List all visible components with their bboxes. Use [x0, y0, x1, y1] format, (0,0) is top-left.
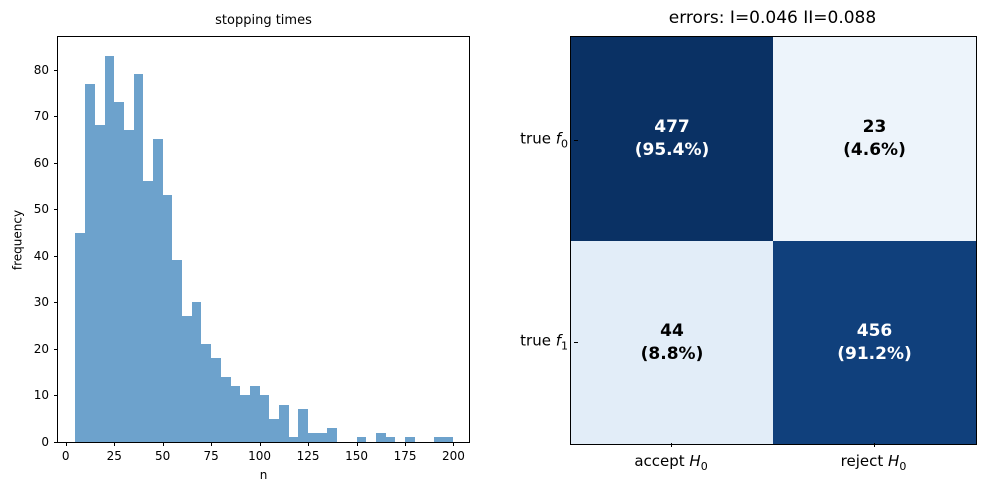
- cell-count: 456: [856, 320, 893, 341]
- x-axis-tick-label: 150: [345, 449, 368, 463]
- histogram-bar: [220, 376, 231, 442]
- y-axis-tick-label: 70: [33, 109, 49, 124]
- histogram-bar: [133, 74, 144, 442]
- x-axis-tick-mark: [162, 442, 164, 446]
- histogram-plot-area: 0 25 50 75 100 125 150 175 200 0 10 20 30 40 50 60 70 80: [34, 36, 470, 463]
- x-axis-tick-mark: [114, 442, 116, 446]
- histogram-bar: [385, 437, 396, 442]
- x-axis-tick-mark: [259, 442, 261, 446]
- histogram-bar: [249, 386, 260, 442]
- x-axis-tick-mark: [65, 442, 67, 446]
- histogram-bar: [317, 432, 328, 442]
- matrix-col-tick-mark: [671, 443, 672, 447]
- histogram-bar: [143, 181, 153, 442]
- histogram-bar: [269, 418, 279, 442]
- y-axis-tick-label: 30: [33, 295, 49, 310]
- x-axis-tick-mark: [405, 442, 407, 446]
- histogram-bar: [279, 404, 289, 442]
- y-axis-tick-mark: [54, 69, 58, 71]
- histogram-bar: [153, 139, 163, 442]
- y-axis-tick-mark: [54, 255, 58, 257]
- y-axis-tick-mark: [54, 302, 58, 304]
- histogram-bar: [75, 232, 86, 442]
- y-axis-tick-mark: [54, 348, 58, 350]
- histogram-panel: stopping times frequency 0 25 50 75 100 125 15…: [10, 13, 470, 482]
- histogram-bar: [191, 302, 202, 442]
- x-axis-tick-label: 50: [155, 449, 171, 463]
- histogram-bar: [434, 437, 444, 442]
- histogram-bar: [123, 130, 134, 442]
- matrix-cell-r1c1: 456 (91.2%): [773, 241, 976, 444]
- y-axis-tick-label: 40: [33, 248, 49, 263]
- matrix-row-tick-mark: [574, 139, 578, 141]
- histogram-bar: [114, 102, 124, 442]
- histogram-bar: [201, 344, 212, 442]
- histogram-bar: [104, 55, 115, 442]
- histogram-bar: [182, 316, 192, 442]
- cell-count: 23: [862, 117, 887, 138]
- histogram-bar: [240, 395, 250, 442]
- histogram-bar: [288, 437, 299, 442]
- histogram-bar: [94, 125, 105, 442]
- x-axis-tick-mark: [356, 442, 358, 446]
- cell-count: 477: [654, 117, 690, 138]
- matrix-col-tick-mark: [873, 443, 875, 447]
- y-axis-tick-mark: [54, 116, 58, 118]
- matrix-cell-r0c1: 23 (4.6%): [773, 37, 976, 241]
- cell-percentage: (4.6%): [843, 140, 906, 160]
- y-axis-tick-mark: [54, 209, 58, 211]
- x-axis-tick-label: 125: [296, 449, 320, 463]
- histogram-x-axis-label: n: [259, 468, 268, 482]
- histogram-bar: [443, 437, 454, 442]
- confusion-matrix-title: errors: I=0.046 II=0.088: [668, 8, 877, 28]
- y-axis-tick-label: 10: [33, 388, 49, 403]
- histogram-bar: [230, 386, 241, 442]
- histogram-bar: [259, 395, 270, 442]
- x-axis-tick-label: 0: [61, 449, 70, 463]
- histogram-bar: [162, 195, 173, 442]
- y-axis-tick-label: 20: [33, 341, 49, 356]
- histogram-bar: [327, 428, 338, 442]
- y-axis-tick-label: 50: [33, 202, 49, 217]
- matrix-row-label-1: true f1: [520, 331, 568, 352]
- x-axis-tick-label: 25: [106, 449, 122, 463]
- x-axis-tick-mark: [211, 442, 213, 446]
- matrix-col-label-0: accept H0: [634, 452, 708, 473]
- cell-count: 44: [660, 320, 684, 341]
- matrix-col-label-1: reject H0: [840, 452, 907, 473]
- matrix-cell-r0c0: 477 (95.4%): [571, 37, 773, 241]
- y-axis-tick-label: 0: [41, 435, 49, 449]
- histogram-bar: [298, 409, 309, 442]
- histogram-bar: [308, 432, 318, 442]
- histogram-bar: [172, 260, 183, 442]
- x-axis-tick-label: 75: [203, 449, 219, 463]
- x-axis-tick-label: 200: [442, 449, 465, 463]
- cell-percentage: (91.2%): [837, 343, 912, 364]
- confusion-matrix-grid: 477 (95.4%) 23 (4.6%) 44 (8.8%) 456 (91.2%): [570, 36, 977, 445]
- histogram-bar: [375, 432, 386, 442]
- histogram-title: stopping times: [215, 13, 312, 28]
- histogram-bar: [85, 83, 95, 442]
- x-axis-tick-mark: [453, 442, 455, 446]
- y-axis-tick-label: 60: [33, 155, 49, 170]
- matrix-row-tick-mark: [574, 341, 578, 343]
- x-axis-tick-label: 175: [393, 449, 417, 463]
- matrix-row-label-0: true f0: [520, 129, 568, 150]
- cell-percentage: (95.4%): [634, 140, 710, 160]
- x-axis-tick-label: 100: [248, 449, 272, 463]
- y-axis-tick-mark: [54, 162, 58, 164]
- y-axis-tick-label: 80: [33, 62, 49, 77]
- histogram-bar: [211, 358, 221, 442]
- y-axis-tick-mark: [54, 442, 58, 443]
- cell-percentage: (8.8%): [640, 343, 704, 364]
- matrix-cell-r1c0: 44 (8.8%): [571, 241, 773, 444]
- histogram-bar: [405, 437, 415, 442]
- histogram-bar: [356, 437, 367, 442]
- confusion-matrix-panel: errors: I=0.046 II=0.088 477 (95.4%) 23 (4.…: [492, 0, 984, 496]
- histogram-y-axis-label: frequency: [10, 209, 25, 271]
- x-axis-tick-mark: [308, 442, 310, 446]
- y-axis-tick-mark: [54, 395, 58, 397]
